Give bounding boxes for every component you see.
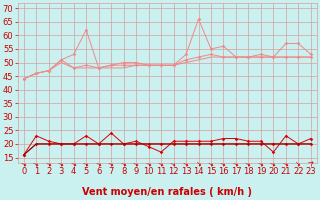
Text: ↘: ↘: [270, 161, 277, 168]
Text: ↘: ↘: [132, 161, 140, 168]
Text: ↘: ↘: [295, 161, 301, 167]
Text: ↘: ↘: [282, 161, 290, 168]
Text: ↘: ↘: [45, 161, 52, 168]
Text: ↘: ↘: [232, 161, 240, 168]
Text: ↘: ↘: [257, 161, 265, 168]
Text: ↘: ↘: [170, 161, 177, 168]
Text: ↘: ↘: [120, 161, 127, 168]
Text: ↘: ↘: [245, 161, 252, 168]
Text: ↘: ↘: [108, 161, 115, 168]
Text: ↘: ↘: [33, 161, 40, 168]
Text: ↘: ↘: [182, 161, 190, 168]
Text: ↘: ↘: [83, 161, 90, 168]
Text: ↘: ↘: [196, 161, 202, 167]
Text: ↘: ↘: [95, 161, 102, 168]
Text: ↘: ↘: [157, 161, 165, 168]
Text: →: →: [308, 161, 314, 167]
Text: ↘: ↘: [20, 161, 28, 168]
Text: ↘: ↘: [207, 161, 215, 168]
Text: ↘: ↘: [70, 161, 77, 168]
X-axis label: Vent moyen/en rafales ( km/h ): Vent moyen/en rafales ( km/h ): [82, 187, 252, 197]
Text: ↘: ↘: [58, 161, 65, 168]
Text: ↘: ↘: [145, 161, 152, 168]
Text: ↘: ↘: [220, 161, 227, 168]
